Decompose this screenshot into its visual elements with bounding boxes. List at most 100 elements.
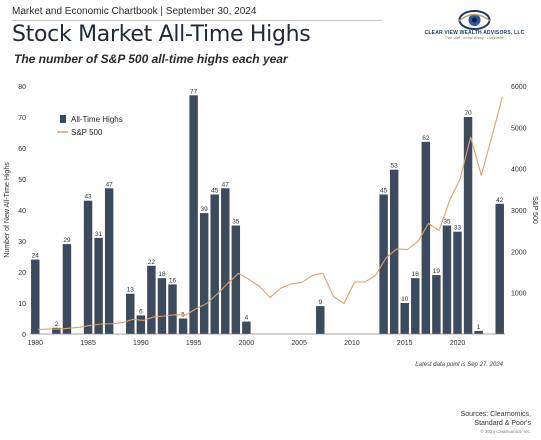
bar-2013 xyxy=(379,194,388,334)
y-axis-title: Number of New All-Time Highs xyxy=(4,162,11,258)
y-tick-label: 30 xyxy=(18,239,26,246)
y2-tick-label: 3000 xyxy=(511,208,527,215)
bar-value-label-2013: 45 xyxy=(380,188,388,195)
bar-1993 xyxy=(168,284,177,334)
bar-1983 xyxy=(62,244,72,334)
latest-data-note: Latest data point is Sep 27, 2024 xyxy=(415,362,503,368)
legend-bar-label: All-Time Highs xyxy=(71,115,123,124)
x-tick-label: 2020 xyxy=(450,340,466,347)
x-tick-label: 1980 xyxy=(27,340,43,347)
bar-value-label-2017: 62 xyxy=(422,135,430,142)
bar-value-label-1982: 2 xyxy=(55,321,59,328)
bar-value-label-1993: 16 xyxy=(169,277,177,284)
bar-value-label-2018: 19 xyxy=(433,268,441,275)
sources-line-1: Sources: Clearnomics, xyxy=(460,411,531,418)
bar-2024 xyxy=(495,203,504,334)
bar-1994 xyxy=(178,318,188,334)
bar-value-label-1999: 35 xyxy=(232,219,240,226)
bar-value-label-1985: 43 xyxy=(84,194,92,201)
bar-value-label-1996: 39 xyxy=(201,206,209,213)
bar-2021 xyxy=(463,117,473,334)
bar-2000 xyxy=(242,321,251,334)
logo-wordmark: CLEAR VIEW WEALTH ADVISORS, LLC xyxy=(424,30,525,36)
bar-value-label-1987: 47 xyxy=(106,181,114,188)
bar-value-label-1997: 45 xyxy=(211,188,219,195)
bar-value-label-2020: 33 xyxy=(454,225,462,232)
bar-value-label-1992: 18 xyxy=(158,271,166,278)
header-divider xyxy=(12,20,382,21)
x-tick-label: 2015 xyxy=(397,340,413,347)
page-subtitle: The number of S&P 500 all-time highs eac… xyxy=(14,52,288,66)
bar-1985 xyxy=(83,200,93,334)
bar-value-label-1989: 13 xyxy=(127,287,135,294)
bar-value-label-1990: 6 xyxy=(139,308,143,315)
bar-1992 xyxy=(157,278,167,334)
bar-value-label-2007: 9 xyxy=(318,299,322,306)
all-time-highs-chart: 0 10 20 30 40 50 60 70 80 1000 2000 3000 4000 5000 600… xyxy=(4,84,538,347)
bar-2020 xyxy=(453,231,462,334)
bar-value-label-2015: 10 xyxy=(401,296,409,303)
bar-value-label-1983: 29 xyxy=(63,237,71,244)
y-tick-label: 20 xyxy=(18,270,26,277)
page-title: Stock Market All-Time Highs xyxy=(12,22,311,47)
bar-1997 xyxy=(210,194,219,334)
bar-value-label-1980: 24 xyxy=(32,253,40,260)
x-tick-label: 2000 xyxy=(239,340,255,347)
bar-1995 xyxy=(189,95,198,334)
bar-value-label-2024: 42 xyxy=(496,197,504,204)
bar-value-label-1995: 77 xyxy=(190,88,198,95)
y2-axis-title: S&P 500 xyxy=(531,196,538,224)
bar-1980 xyxy=(31,259,40,334)
sources-text: Sources: Clearnomics, Standard & Poor's xyxy=(461,410,531,428)
bar-1989 xyxy=(126,293,135,334)
bar-value-label-2022: 1 xyxy=(477,324,481,331)
y2-tick-label: 6000 xyxy=(511,84,527,91)
bar-1986 xyxy=(94,237,103,334)
bar-value-label-1998: 47 xyxy=(222,181,230,188)
bar-value-label-1986: 31 xyxy=(95,231,103,238)
bar-1982 xyxy=(52,327,61,334)
bar-1990 xyxy=(136,315,146,334)
y-tick-label: 80 xyxy=(18,84,26,91)
bar-1998 xyxy=(221,188,230,334)
bar-value-label-2019: 35 xyxy=(443,219,451,226)
chartbook-source-line: Market and Economic Chartbook | Septembe… xyxy=(12,6,257,17)
x-tick-label: 2010 xyxy=(344,340,360,347)
bar-value-label-2016: 18 xyxy=(412,271,420,278)
x-tick-label: 1990 xyxy=(133,340,149,347)
bar-1987 xyxy=(104,188,114,334)
x-tick-label: 1995 xyxy=(186,340,202,347)
bar-1999 xyxy=(231,225,241,334)
bar-2014 xyxy=(389,169,399,334)
y-tick-label: 0 xyxy=(22,332,26,339)
bar-2017 xyxy=(421,141,431,334)
y2-tick-label: 2000 xyxy=(511,249,527,256)
legend-line-label: S&P 500 xyxy=(71,128,103,137)
bar-value-label-2021: 70 xyxy=(464,110,472,117)
bar-2007 xyxy=(316,306,325,334)
y-tick-label: 50 xyxy=(18,177,26,184)
company-logo xyxy=(458,10,491,30)
y-tick-label: 60 xyxy=(18,146,26,153)
bar-2022 xyxy=(474,330,483,334)
y-tick-label: 10 xyxy=(18,301,26,308)
bar-value-label-2014: 53 xyxy=(391,163,399,170)
x-tick-label: 2005 xyxy=(291,340,307,347)
sp500-line xyxy=(37,96,503,331)
bar-2018 xyxy=(432,275,441,334)
bar-1996 xyxy=(199,213,209,334)
bar-2019 xyxy=(442,225,452,334)
y2-tick-label: 5000 xyxy=(511,125,527,132)
copyright-text: © 2024 Clearnomics, Inc. xyxy=(480,429,531,434)
y-tick-label: 70 xyxy=(18,115,26,122)
bar-1991 xyxy=(147,265,156,334)
y-tick-label: 40 xyxy=(18,208,26,215)
y2-tick-label: 1000 xyxy=(511,291,527,298)
bar-value-label-1991: 22 xyxy=(148,259,156,266)
logo-tagline: Plan Well · Invest Wisely · Live Better xyxy=(445,36,504,40)
bar-value-label-2000: 4 xyxy=(245,315,249,322)
bar-2016 xyxy=(411,278,420,334)
x-tick-label: 1985 xyxy=(80,340,96,347)
sources-line-2: Standard & Poor's xyxy=(474,420,531,427)
legend-bar-swatch xyxy=(60,115,66,123)
